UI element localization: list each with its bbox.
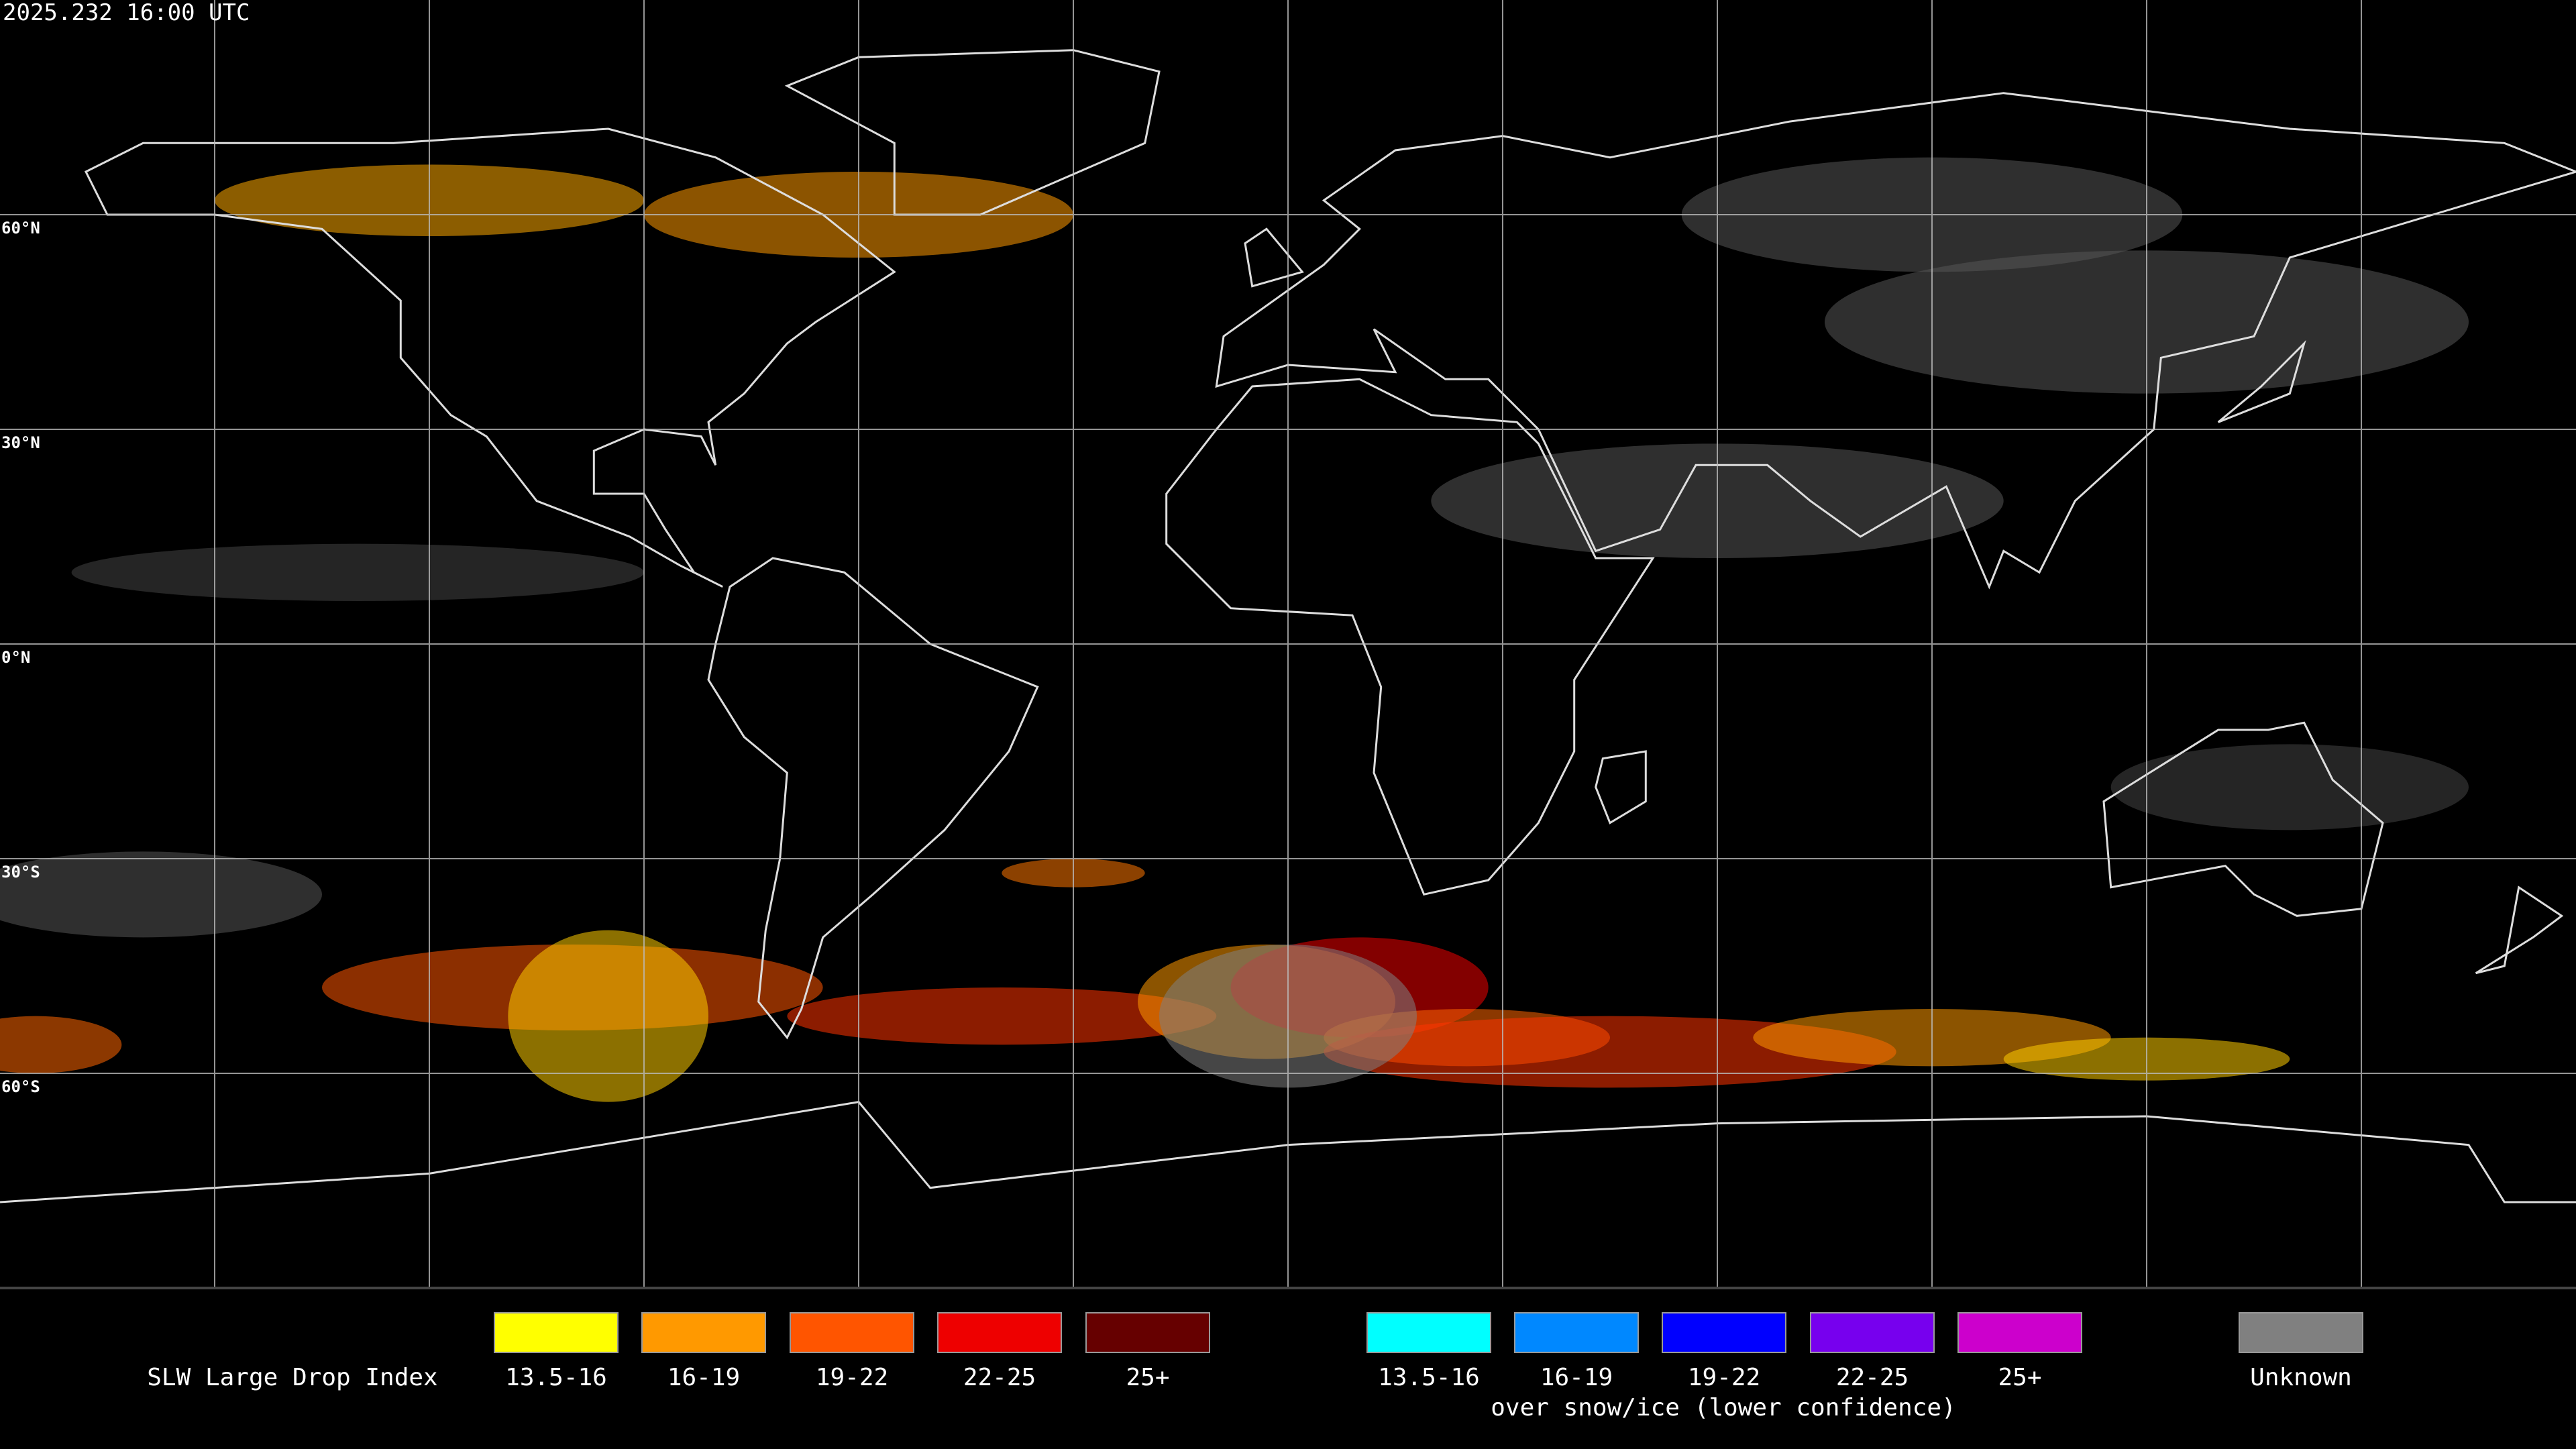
legend-swatch	[1514, 1312, 1639, 1353]
separator	[0, 1287, 2576, 1289]
legend-label: 19-22	[816, 1364, 888, 1391]
coastline	[1595, 750, 1647, 824]
coastline	[2102, 721, 2384, 917]
legend-title: SLW Large Drop Index	[147, 1364, 437, 1391]
legend-label: 16-19	[667, 1364, 740, 1391]
cloud-blob	[0, 1016, 122, 1073]
cloud-blob	[787, 987, 1217, 1045]
legend-swatch	[1085, 1312, 1210, 1353]
legend-swatch	[641, 1312, 766, 1353]
cloud-blob	[71, 543, 645, 601]
legend-swatch	[2239, 1312, 2363, 1353]
legend-label: 25+	[1126, 1364, 1169, 1391]
cloud-blob	[508, 930, 708, 1102]
cloud-layer	[0, 157, 2469, 1102]
legend-label: 16-19	[1540, 1364, 1613, 1391]
graticule	[0, 0, 2576, 1288]
legend-label: 25+	[1998, 1364, 2041, 1391]
legend-label: 13.5-16	[505, 1364, 607, 1391]
lat-label: 60°N	[1, 219, 40, 237]
legend-label: 19-22	[1688, 1364, 1760, 1391]
legend-swatch	[937, 1312, 1062, 1353]
lat-label: 60°S	[1, 1077, 40, 1096]
legend-label: 13.5-16	[1378, 1364, 1480, 1391]
coastline	[1244, 227, 1304, 288]
legend-swatch	[1810, 1312, 1935, 1353]
coastline	[84, 127, 896, 588]
lat-label: 0°N	[1, 648, 30, 667]
lat-label: 30°N	[1, 433, 40, 452]
legend-note: over snow/ice (lower confidence)	[1491, 1394, 1956, 1421]
lat-label: 30°S	[1, 863, 40, 881]
legend-swatch	[1957, 1312, 2082, 1353]
cloud-blob	[2110, 744, 2469, 830]
legend-swatch	[1662, 1312, 1786, 1353]
cloud-blob	[1324, 1016, 1896, 1088]
coastline	[2217, 339, 2306, 423]
legend-swatch	[790, 1312, 914, 1353]
legend-label: 22-25	[963, 1364, 1036, 1391]
legend-label: 22-25	[1836, 1364, 1909, 1391]
legend: SLW Large Drop Index over snow/ice (lowe…	[147, 1312, 2363, 1421]
legend-label: Unknown	[2250, 1364, 2352, 1391]
legend-swatch	[494, 1312, 619, 1353]
timestamp: 2025.232 16:00 UTC	[3, 0, 250, 26]
coastline	[2475, 885, 2564, 975]
lat-labels: 60°N 30°N 0°N 30°S 60°S	[1, 219, 40, 1096]
cloud-blob	[0, 851, 322, 938]
legend-swatch	[1366, 1312, 1491, 1353]
coastline	[1165, 378, 1655, 896]
